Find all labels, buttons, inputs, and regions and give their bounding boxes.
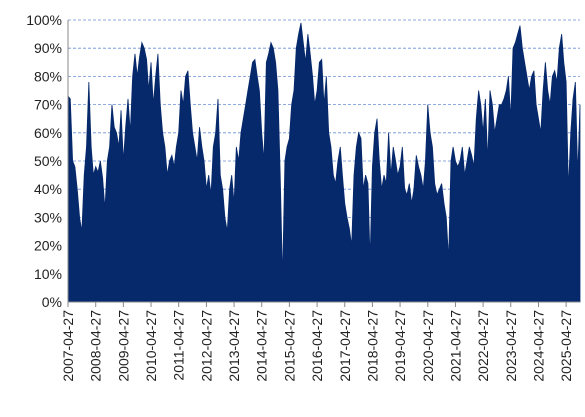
y-tick-label: 80% (34, 68, 62, 84)
x-tick-label: 2021-04-27 (447, 310, 463, 382)
x-tick-label: 2017-04-27 (337, 310, 353, 382)
x-tick-label: 2024-04-27 (530, 310, 546, 382)
y-tick-label: 10% (34, 266, 62, 282)
x-tick-label: 2008-04-27 (88, 310, 104, 382)
x-tick-label: 2010-04-27 (143, 310, 159, 382)
x-tick-label: 2018-04-27 (364, 310, 380, 382)
x-tick-label: 2014-04-27 (254, 310, 270, 382)
y-tick-label: 50% (34, 153, 62, 169)
x-tick-label: 2019-04-27 (392, 310, 408, 382)
x-tick-label: 2013-04-27 (226, 310, 242, 382)
x-tick-label: 2022-04-27 (475, 310, 491, 382)
y-tick-label: 70% (34, 97, 62, 113)
y-tick-label: 60% (34, 125, 62, 141)
x-tick-label: 2016-04-27 (309, 310, 325, 382)
x-tick-label: 2012-04-27 (198, 310, 214, 382)
x-tick-label: 2025-04-27 (558, 310, 574, 382)
x-tick-label: 2023-04-27 (503, 310, 519, 382)
x-tick-label: 2007-04-27 (60, 310, 76, 382)
x-tick-label: 2009-04-27 (115, 310, 131, 382)
x-tick-label: 2015-04-27 (281, 310, 297, 382)
y-tick-label: 20% (34, 238, 62, 254)
x-tick-label: 2020-04-27 (420, 310, 436, 382)
y-tick-label: 30% (34, 209, 62, 225)
y-tick-label: 90% (34, 40, 62, 56)
y-tick-label: 100% (26, 12, 62, 28)
y-tick-label: 0% (42, 294, 62, 310)
x-tick-label: 2011-04-27 (171, 310, 187, 381)
y-tick-label: 40% (34, 181, 62, 197)
area (67, 22, 581, 303)
